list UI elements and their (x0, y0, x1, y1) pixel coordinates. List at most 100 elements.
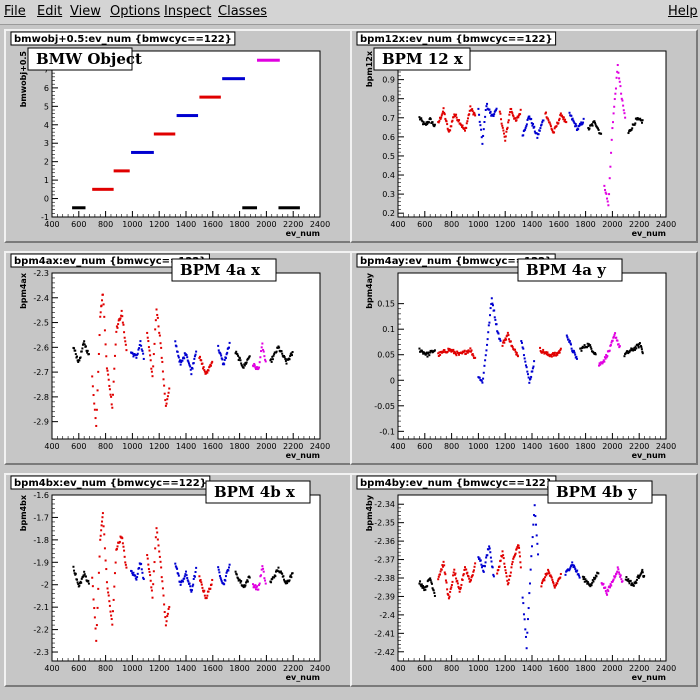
point (609, 344, 612, 347)
point (548, 121, 551, 124)
y-tick-label: 0.2 (382, 209, 395, 218)
point (149, 579, 152, 582)
point (634, 582, 637, 585)
point (174, 562, 177, 565)
menu-edit[interactable]: Edit (37, 4, 62, 19)
pad-bpm4ay[interactable]: bpm4ay:ev_num {bmwcyc==122} -0.1 -0.05 0 0.0… (350, 251, 698, 465)
point (134, 577, 137, 580)
point (425, 351, 428, 354)
point (80, 577, 83, 580)
point (441, 110, 444, 113)
point (278, 346, 281, 349)
point (95, 624, 98, 627)
chart-bpm4bx: bpm4bx:ev_num {bmwcyc==122} -2.3 -2.2 -2.1 -… (10, 475, 330, 682)
point (492, 573, 495, 576)
point (79, 356, 82, 359)
pad-bpm12x[interactable]: bpm12x:ev_num {bmwcyc==122} 0.2 0.3 0.4 0.5 0… (350, 29, 698, 243)
point (549, 123, 552, 126)
point (261, 342, 264, 345)
chart-bmw: bmwobj+0.5:ev_num {bmwcyc==122} -1 0 1 2 3 4 5 6… (10, 31, 330, 238)
menu-file[interactable]: File (4, 4, 26, 19)
point (521, 596, 524, 599)
point (637, 344, 640, 347)
point (638, 575, 641, 578)
y-tick-label: -2.4 (379, 611, 395, 620)
x-tick-label: 2000 (256, 442, 276, 451)
point (444, 579, 447, 582)
point (621, 99, 624, 102)
point (124, 343, 127, 346)
point (485, 105, 488, 108)
menu-options[interactable]: Options (110, 4, 160, 19)
menu-classes[interactable]: Classes (218, 4, 267, 19)
series-magenta (603, 64, 627, 207)
y-tick-label: -2.4 (33, 294, 49, 303)
plot-title: bpm4bx:ev_num {bmwcyc==122} (14, 478, 207, 489)
point (483, 364, 486, 367)
pad-bmw[interactable]: bmwobj+0.5:ev_num {bmwcyc==122} -1 0 1 2 3 4 5 6… (4, 29, 352, 243)
point (459, 586, 462, 589)
point (131, 352, 134, 355)
pad-bpm4ax[interactable]: bpm4ax:ev_num {bmwcyc==122} -2.9 -2.8 -2.7 -… (4, 251, 352, 465)
point (628, 582, 631, 585)
point (137, 348, 140, 351)
point (514, 348, 517, 351)
point (422, 587, 425, 590)
point (595, 575, 598, 578)
point (484, 115, 487, 118)
pad-bpm4bx[interactable]: bpm4bx:ev_num {bmwcyc==122} -2.3 -2.2 -2.1 -… (4, 473, 352, 687)
point (192, 583, 195, 586)
point (91, 585, 94, 588)
point (422, 121, 425, 124)
point (175, 345, 178, 348)
point (627, 580, 630, 583)
point (514, 552, 517, 555)
point (455, 354, 458, 357)
point (614, 87, 617, 90)
point (179, 583, 182, 586)
point (114, 561, 117, 564)
menu-help[interactable]: Help (668, 4, 698, 19)
point (450, 350, 453, 353)
point (528, 592, 531, 595)
y-tick-label: -2.8 (33, 393, 49, 402)
point (460, 583, 463, 586)
point (480, 566, 483, 569)
point (440, 116, 443, 119)
pad-bpm4by[interactable]: bpm4by:ev_num {bmwcyc==122} -2.42 -2.41 -2.… (350, 473, 698, 687)
point (142, 357, 145, 360)
x-tick-label: 2400 (656, 664, 676, 673)
point (508, 578, 511, 581)
point (458, 590, 461, 593)
point (433, 591, 436, 594)
point (262, 350, 265, 353)
point (427, 121, 430, 124)
point (545, 353, 548, 356)
point (496, 331, 499, 334)
point (452, 352, 455, 355)
root-canvas[interactable]: bmwobj+0.5:ev_num {bmwcyc==122} -1 0 1 2 3 4 5 6… (0, 25, 700, 700)
point (437, 352, 440, 355)
point (430, 581, 433, 584)
point (421, 120, 424, 123)
point (483, 565, 486, 568)
point (224, 579, 227, 582)
point (456, 579, 459, 582)
point (147, 568, 150, 571)
x-tick-label: 1600 (203, 664, 223, 673)
point (194, 353, 197, 356)
x-tick-label: 1600 (203, 442, 223, 451)
point (571, 349, 574, 352)
point (540, 582, 543, 585)
point (465, 568, 468, 571)
point (189, 588, 192, 591)
point (575, 129, 578, 132)
point (594, 353, 597, 356)
point (153, 561, 156, 564)
menu-inspect[interactable]: Inspect (164, 4, 211, 19)
menu-view[interactable]: View (70, 4, 101, 19)
point (558, 119, 561, 122)
point (522, 613, 525, 616)
point (574, 123, 577, 126)
series-blue (520, 340, 536, 384)
